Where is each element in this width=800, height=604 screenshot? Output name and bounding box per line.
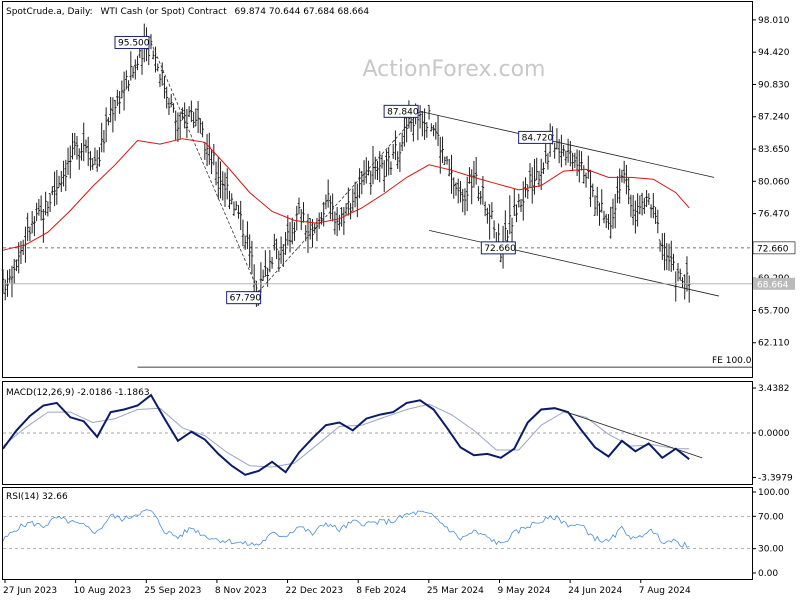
header-instrument: WTI Cash (or Spot) Contract [101, 7, 228, 17]
swing-label: 95.500 [118, 38, 150, 48]
rsi-y-tick-label: 0.00 [758, 569, 778, 579]
price-y-tick-label: 83.650 [758, 145, 790, 155]
rsi-y-tick-label: 100.00 [758, 488, 790, 498]
price-bars [1, 23, 691, 307]
swing-label-box [114, 35, 150, 49]
rsi-y-tick-label: 30.00 [758, 545, 784, 555]
macd-line [2, 393, 690, 476]
fibonacci-leg-line [258, 111, 421, 292]
level-axis-box [752, 241, 796, 255]
x-tick-label: 24 Jun 2024 [568, 586, 622, 596]
x-tick-label: 7 Aug 2024 [639, 586, 691, 596]
x-tick-label: 10 Aug 2023 [74, 586, 132, 596]
channel-lower-line [428, 230, 720, 297]
swing-label-box [226, 291, 262, 305]
price-y-tick-label: 87.240 [758, 113, 790, 123]
fibonacci-leg-line [150, 42, 260, 292]
swing-label-box [383, 104, 419, 118]
x-tick-label: 8 Feb 2024 [356, 586, 407, 596]
x-tick-label: 8 Nov 2023 [215, 586, 267, 596]
header-ohlc: 69.874 70.644 67.684 68.664 [235, 7, 370, 17]
swing-label: 87.840 [387, 107, 419, 117]
watermark: ActionForex.com [363, 57, 546, 82]
swing-label-box [480, 241, 516, 255]
macd-trendline [554, 407, 703, 459]
swing-label: 67.790 [230, 294, 262, 304]
level-axis-label: 72.660 [757, 244, 789, 254]
rsi-panel-frame [2, 487, 753, 580]
header-symbol: SpotCrude.a, Daily: [6, 7, 93, 17]
rsi-y-tick-label: 70.00 [758, 512, 784, 522]
fe-label: FE 100.0 [712, 356, 752, 366]
current-price-label: 68.664 [757, 280, 789, 290]
swing-label-box [518, 130, 554, 144]
rsi-line [2, 509, 690, 548]
price-y-tick-label: 76.470 [758, 210, 790, 220]
price-y-tick-label: 94.420 [758, 48, 790, 58]
moving-average-line [2, 138, 690, 251]
price-panel-frame [2, 1, 753, 378]
macd-signal-line [2, 403, 690, 468]
macd-y-tick-label: 3.4382 [758, 384, 790, 394]
price-y-tick-label: 62.110 [758, 339, 790, 349]
x-tick-label: 27 Jun 2023 [3, 586, 57, 596]
chart-marks: 98.010 94.420 90.830 87.240 83.650 80.060 76.4… [1, 16, 796, 596]
channel-upper-line [420, 110, 715, 178]
chart-header: SpotCrude.a, Daily: WTI Cash (or Spot) C… [6, 7, 369, 17]
x-tick-label: 25 Sep 2023 [144, 586, 201, 596]
price-y-tick-label: 98.010 [758, 16, 790, 26]
macd-y-tick-label: 0.0000 [758, 429, 790, 439]
x-tick-label: 9 May 2024 [497, 586, 550, 596]
rsi-label: RSI(14) 32.66 [6, 492, 68, 502]
price-y-tick-label: 90.830 [758, 80, 790, 90]
price-y-tick-label: 80.060 [758, 177, 790, 187]
price-y-tick-label: 65.700 [758, 306, 790, 316]
x-tick-label: 22 Dec 2023 [286, 586, 344, 596]
macd-y-tick-label: -3.3979 [758, 473, 793, 483]
swing-label: 84.720 [522, 133, 554, 143]
current-price-box [753, 277, 795, 290]
macd-label: MACD(12,26,9) -2.0186 -1.1863 [6, 388, 150, 398]
swing-label: 72.660 [484, 244, 516, 254]
x-tick-label: 25 Mar 2024 [427, 586, 484, 596]
